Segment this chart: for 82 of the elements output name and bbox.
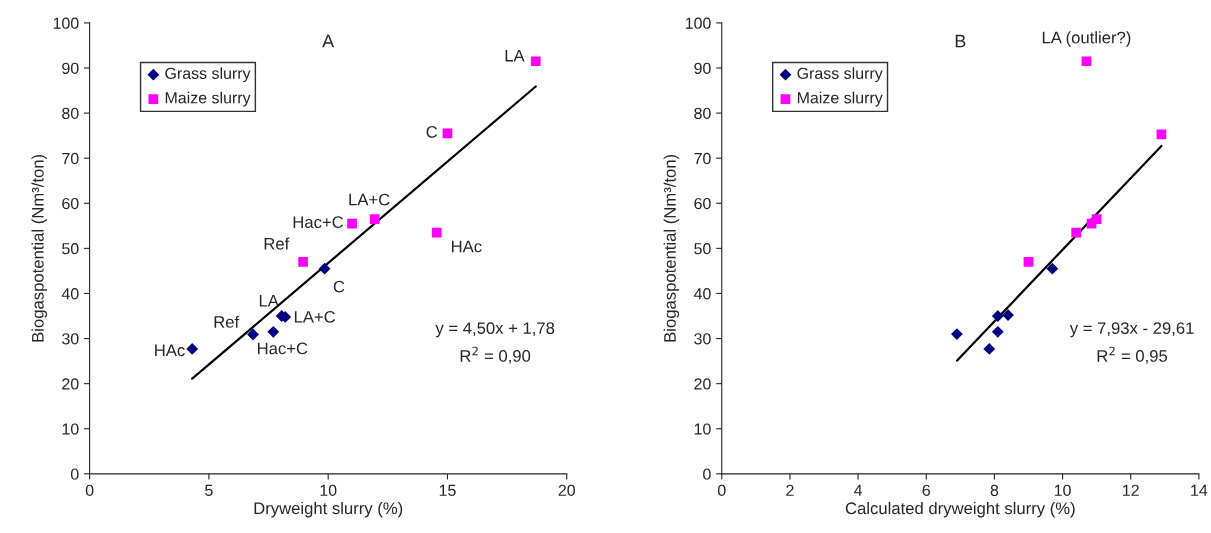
x-tick-label: 12 [1123,484,1139,496]
point [298,257,308,267]
text: B [955,34,966,48]
annotation: LA+C [349,193,390,206]
y-tick-label: 100 [53,17,79,29]
x-tick-label: 0 [85,484,94,496]
y-tick-label: 20 [62,378,79,390]
legend-label: Maize slurry [165,91,251,107]
y-tick-label: 100 [685,17,711,29]
point [1156,129,1167,140]
point [347,218,357,229]
y-tick-label: 30 [62,333,79,345]
x-axis-title: Calculated dryweight slurry (%) [845,501,1075,518]
point [1071,227,1082,238]
y-tick-label: 0 [703,468,711,480]
annotation: y = 7,93x - 29,61 [1069,322,1194,338]
y-tick-label: 50 [62,243,79,255]
annotation: Hac+C [293,216,344,229]
x-tick-label: 10 [1054,484,1071,496]
y-tick-label: 90 [694,62,711,74]
point [318,262,331,275]
y-tick-label: 30 [694,333,711,345]
annotation: y = 4,50x + 1,78 [435,322,555,338]
point [1023,257,1034,267]
x-tick-label: 0 [717,484,726,496]
point [991,325,1004,338]
y-tick-label: 40 [693,288,711,300]
point [431,227,442,238]
y-tick-label: 20 [694,378,711,390]
annotation: LA [505,49,525,62]
point [267,325,280,338]
y-tick-label: 10 [694,423,711,435]
y-tick-label: 10 [62,423,79,435]
annotation: R$^{2}$ = 0,95 [1097,346,1168,364]
x-tick-label: 10 [320,484,337,496]
point [1091,214,1102,224]
annotation: LA (outlier?) [1042,31,1131,47]
annotation: HAc [155,344,185,357]
y-tick-label: 60 [694,197,711,210]
legend-label: Grass slurry [797,67,883,83]
y-tick-label: 50 [694,243,711,255]
legend-label: Grass slurry [165,67,251,83]
text: A [322,34,335,48]
x-tick-label: 4 [854,484,863,496]
y-tick-label: 70 [694,152,711,165]
y-axis-title: Biogaspotential (Nm³/ton) [31,154,47,342]
x-tick-label: 6 [922,484,930,496]
annotation: Ref [264,237,290,250]
point [951,328,963,340]
annotation: R$^{2}$ = 0,90 [460,346,531,364]
point [1002,309,1014,322]
annotation: C [426,126,438,138]
x-tick-label: 20 [558,484,576,496]
annotation: LA+C [294,310,336,323]
point [1081,56,1092,67]
annotation: Hac+C [258,342,308,355]
y-tick-label: 0 [70,468,79,480]
point [247,328,259,341]
y-axis-title: Biogaspotential (Nm³/ton) [663,154,680,342]
legend-label: Maize slurry [797,91,883,107]
point [369,214,380,224]
point [991,310,1004,322]
annotation: HAc [451,240,482,253]
y-tick-label: 90 [62,62,79,74]
x-tick-label: 8 [990,484,999,496]
x-axis-title: Dryweight slurry (%) [254,501,403,518]
annotation: C [333,280,345,293]
y-tick-label: 80 [62,107,79,120]
y-tick-label: 80 [694,107,711,120]
x-tick-label: 2 [786,484,794,496]
annotation: Ref [214,315,240,328]
annotation: LA [259,294,279,307]
y-tick-label: 60 [62,197,79,210]
x-tick-label: 15 [439,484,456,496]
point [530,56,541,67]
x-tick-label: 14 [1191,484,1208,496]
y-tick-label: 70 [62,152,79,165]
point [186,343,199,355]
x-tick-label: 5 [205,484,213,496]
point [983,343,996,355]
y-tick-label: 40 [61,288,79,300]
point [1046,262,1059,275]
